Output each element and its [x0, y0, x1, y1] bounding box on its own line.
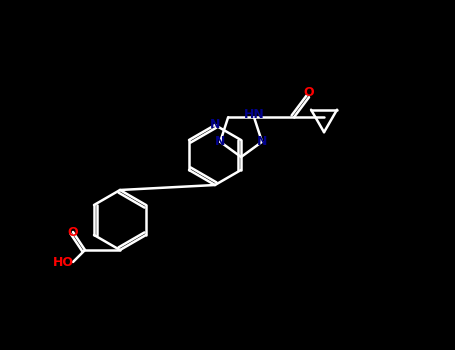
Text: O: O — [304, 86, 314, 99]
Text: N: N — [257, 135, 267, 148]
Text: HN: HN — [244, 108, 264, 121]
Text: N: N — [215, 135, 225, 148]
Text: N: N — [210, 119, 220, 132]
Text: HO: HO — [52, 256, 74, 268]
Text: O: O — [68, 225, 78, 238]
